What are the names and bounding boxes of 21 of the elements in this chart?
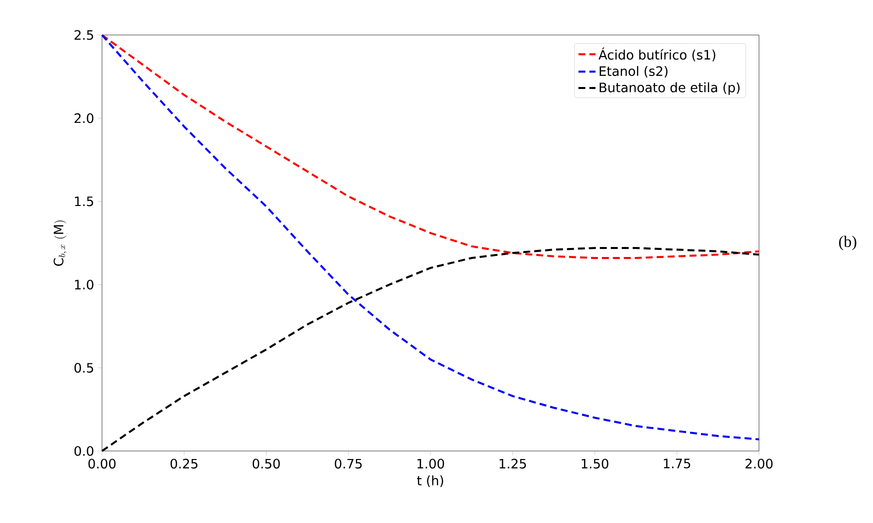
text: (b) — [839, 236, 856, 250]
x-tick-label: 1.50 — [582, 458, 608, 469]
y-tick-label: 1.0 — [75, 280, 94, 290]
y-axis-title: $\mathrm{C}_{b,\,x}\ \mathrm{(M)}$ — [54, 220, 67, 266]
y-tick-label: 0.5 — [74, 362, 94, 373]
x-tick-label: 0.75 — [334, 458, 362, 469]
x-tick-label: 0.00 — [88, 458, 116, 469]
legend-label: Butanoato de etila (p) — [600, 82, 740, 95]
x-tick-label: 0.50 — [252, 458, 280, 469]
x-tick-label: 2.00 — [746, 458, 773, 469]
y-tick-label: 2.5 — [74, 30, 94, 40]
legend-label: Etanol (s2) — [600, 66, 668, 78]
x-tick-label: 0.25 — [170, 458, 198, 469]
x-axis-title: t (h) — [417, 475, 444, 487]
legend-label: Ácido butírico (s1) — [598, 47, 716, 62]
x-tick-label: 1.75 — [664, 458, 690, 468]
x-tick-label: 1.25 — [500, 458, 526, 469]
y-tick-label: 1.5 — [75, 196, 94, 206]
x-tick-label: 1.00 — [418, 458, 444, 469]
y-tick-label: 0.0 — [74, 446, 94, 456]
y-tick-label: 2.0 — [74, 113, 94, 124]
